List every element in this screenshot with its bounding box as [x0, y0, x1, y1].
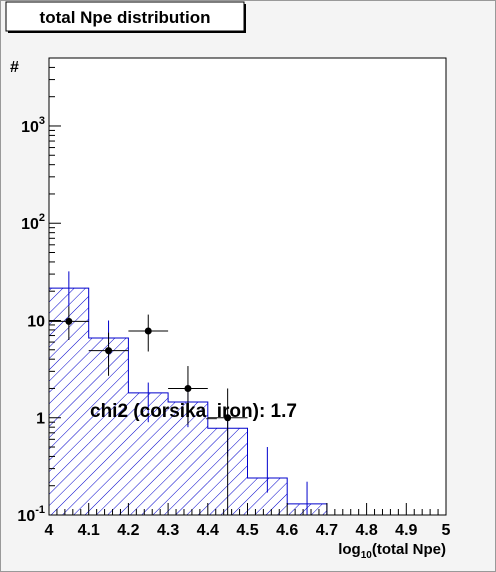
x-axis-label: log10(total Npe)	[338, 541, 446, 561]
data-points-layer	[49, 306, 248, 515]
y-tick-label: 1	[36, 411, 45, 428]
axes-layer: 4 4.1 4.2 4.3 4.4 4.5 4.6 4.7 4.8 4.9 5 10-1 1 10 102 1…	[17, 57, 451, 539]
x-tick-label: 4.5	[236, 522, 258, 539]
y-tick-label: 10-1	[17, 504, 45, 525]
chi2-annotation: chi2 (corsika_iron): 1.7	[90, 401, 297, 422]
y-axis-label: #	[10, 59, 19, 76]
x-tick-label: 4.3	[157, 522, 179, 539]
chart-title: total Npe distribution	[40, 8, 211, 27]
x-tick-label: 5	[442, 522, 451, 539]
x-tick-label: 4.4	[197, 522, 219, 539]
data-point	[105, 347, 113, 355]
x-axis-label-rest: (total Npe)	[372, 541, 446, 558]
x-tick-label: 4.6	[276, 522, 298, 539]
x-axis-label-sub: 10	[361, 550, 373, 561]
x-tick-label: 4	[45, 522, 54, 539]
y-tick-label: 103	[21, 115, 45, 136]
x-tick-label: 4.2	[117, 522, 139, 539]
data-point	[224, 414, 232, 422]
x-tick-label: 4.8	[355, 522, 377, 539]
title-box: total Npe distribution	[5, 1, 246, 33]
y-tick-label: 10	[27, 313, 45, 330]
x-tick-label: 4.1	[78, 522, 100, 539]
x-tick-label: 4.9	[395, 522, 417, 539]
x-axis-label-base: log	[338, 541, 361, 558]
data-point	[184, 384, 192, 392]
data-point	[65, 317, 73, 325]
data-point	[144, 327, 152, 335]
x-tick-label: 4.7	[316, 522, 338, 539]
y-tick-label: 102	[21, 212, 45, 233]
